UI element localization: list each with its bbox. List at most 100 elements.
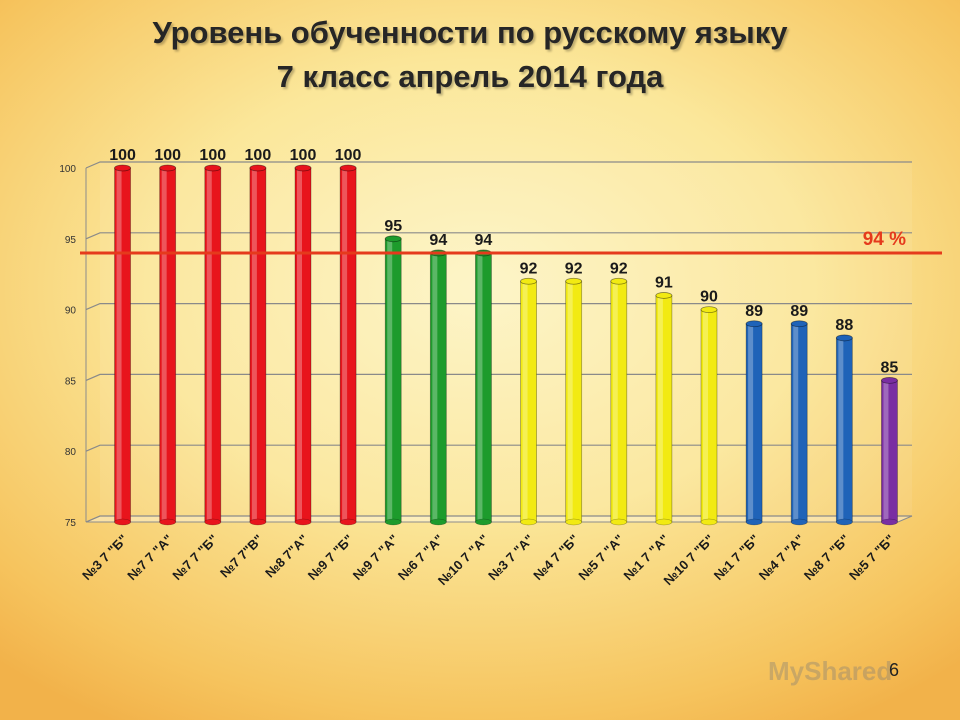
bar-base <box>114 518 131 526</box>
data-label: 92 <box>610 260 628 277</box>
bar-highlight <box>793 323 799 522</box>
bar-highlight <box>477 252 483 522</box>
x-tick-label: №7 7 "Б" <box>169 532 221 584</box>
gridline <box>85 373 912 381</box>
x-axis-labels: №3 7 "Б"№7 7 "А"№7 7 "Б"№7 7"В"№8 7"А"№9… <box>79 532 897 589</box>
gridline <box>85 444 912 452</box>
bar-top <box>294 164 312 172</box>
bar-top <box>881 376 898 384</box>
bar-top <box>384 235 402 243</box>
y-tick-label: 95 <box>65 235 77 246</box>
reference-line-label: 94 % <box>863 229 906 250</box>
bar <box>700 306 718 526</box>
bar <box>520 277 537 526</box>
bar <box>655 292 673 526</box>
bar-top <box>700 306 718 314</box>
gridline <box>85 232 912 240</box>
data-label: 92 <box>520 260 538 277</box>
chart-title-line2: 7 класс апрель 2014 года <box>276 59 664 94</box>
bar-highlight <box>251 168 257 522</box>
data-label: 92 <box>565 260 583 277</box>
bar-top <box>790 320 808 328</box>
bar-base <box>294 518 312 526</box>
bar-base <box>655 518 673 526</box>
data-label: 89 <box>790 303 808 320</box>
bar-highlight <box>703 309 708 522</box>
bar-top <box>745 320 763 328</box>
bar-base <box>159 518 176 526</box>
data-label: 89 <box>745 303 763 320</box>
bar-highlight <box>387 238 393 523</box>
bar-base <box>204 518 222 526</box>
bar-highlight <box>206 168 212 522</box>
x-tick-label: №7 7 "А" <box>124 532 176 584</box>
bar-top <box>655 292 673 299</box>
bar-top <box>114 164 131 172</box>
bar-top <box>204 164 222 172</box>
x-tick-label: №5 7 "А" <box>575 532 627 584</box>
bar-base <box>384 518 402 526</box>
bar <box>835 334 853 526</box>
bar <box>475 249 492 526</box>
x-tick-label: №8 7"А" <box>262 532 311 581</box>
bar-base <box>339 518 357 526</box>
bar <box>610 277 628 526</box>
data-labels: 100 100 100 100 100 100 95 94 94 92 92 92 91 90 89 89 88… <box>109 147 898 376</box>
gridline <box>85 303 912 311</box>
data-label: 94 <box>429 232 447 249</box>
bar <box>294 164 312 526</box>
bar-base <box>475 518 492 526</box>
bar-highlight <box>116 168 122 522</box>
bar <box>384 235 402 526</box>
bar <box>204 164 222 526</box>
bar-top <box>835 334 853 342</box>
data-label: 100 <box>290 147 317 164</box>
bar <box>429 249 447 526</box>
x-tick-label: №4 7 "А" <box>756 532 808 584</box>
bar-top <box>520 277 537 285</box>
bar <box>249 164 267 526</box>
data-label: 100 <box>109 147 136 164</box>
x-tick-label: №9 7 "Б" <box>305 532 357 584</box>
bar <box>790 320 808 526</box>
bar-base <box>700 518 718 526</box>
data-label: 100 <box>154 147 181 164</box>
bar-top <box>339 164 357 172</box>
bar-highlight <box>297 168 302 522</box>
bar-highlight <box>657 295 663 522</box>
data-label: 94 <box>475 232 493 249</box>
x-tick-label: №5 7 "Б" <box>846 532 898 584</box>
gridline <box>85 515 912 523</box>
bar-base <box>745 518 763 526</box>
reference-line-group: 94 % <box>80 229 942 255</box>
x-tick-label: №9 7 "А" <box>350 532 402 584</box>
y-tick-label: 85 <box>65 376 77 387</box>
bar-highlight <box>522 281 528 522</box>
y-tick-label: 80 <box>65 447 77 458</box>
x-tick-label: №3 7 "А" <box>485 532 537 584</box>
x-tick-label: №8 7 "Б" <box>801 532 853 584</box>
bar-highlight <box>432 252 438 522</box>
bar-highlight <box>838 337 844 522</box>
data-label: 100 <box>335 147 362 164</box>
y-tick-label: 75 <box>65 518 77 529</box>
bar-highlight <box>161 168 167 522</box>
bar-highlight <box>612 281 618 522</box>
bar-base <box>881 518 898 526</box>
bar-highlight <box>883 380 889 522</box>
bar-top <box>159 164 177 172</box>
bar-highlight <box>567 281 573 522</box>
bar-top <box>565 277 583 285</box>
data-label: 91 <box>655 274 673 291</box>
bar <box>745 320 763 526</box>
data-label: 90 <box>700 289 718 306</box>
page-number: 6 <box>889 660 900 680</box>
bar-base <box>249 518 267 526</box>
bar <box>881 376 898 526</box>
bar-top <box>249 164 267 172</box>
bar <box>565 277 583 526</box>
bar-highlight <box>748 323 754 522</box>
plot-back-wall <box>100 162 912 516</box>
bar-base <box>520 518 537 526</box>
